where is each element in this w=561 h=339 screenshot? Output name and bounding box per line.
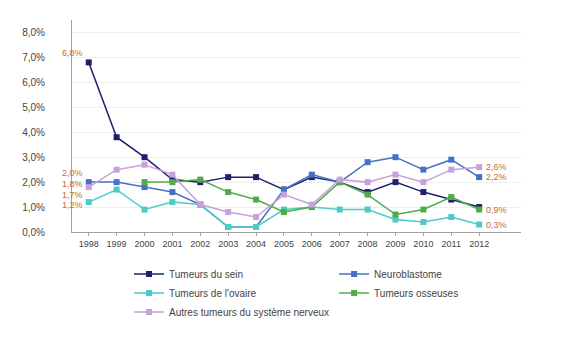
svg-text:2,6%: 2,6% xyxy=(486,162,507,172)
svg-text:2000: 2000 xyxy=(134,239,154,249)
svg-text:3,0%: 3,0% xyxy=(22,152,45,163)
svg-text:8,0%: 8,0% xyxy=(22,27,45,38)
svg-text:2010: 2010 xyxy=(413,239,433,249)
svg-text:2003: 2003 xyxy=(218,239,238,249)
svg-text:2011: 2011 xyxy=(442,239,461,249)
svg-text:2002: 2002 xyxy=(190,239,210,249)
svg-text:1999: 1999 xyxy=(107,239,127,249)
svg-text:2,0%: 2,0% xyxy=(62,168,83,178)
svg-text:0,3%: 0,3% xyxy=(486,220,507,230)
svg-text:6,0%: 6,0% xyxy=(22,77,45,88)
svg-text:0,0%: 0,0% xyxy=(22,227,45,238)
svg-text:1,0%: 1,0% xyxy=(22,202,45,213)
svg-text:2012: 2012 xyxy=(469,239,489,249)
svg-text:2006: 2006 xyxy=(302,239,322,249)
svg-text:2008: 2008 xyxy=(358,239,378,249)
svg-text:2001: 2001 xyxy=(162,239,182,249)
svg-text:Tumeurs du sein: Tumeurs du sein xyxy=(169,269,243,280)
svg-text:5,0%: 5,0% xyxy=(22,102,45,113)
svg-text:1,7%: 1,7% xyxy=(62,190,83,200)
svg-text:2007: 2007 xyxy=(330,239,350,249)
svg-text:1,8%: 1,8% xyxy=(62,179,83,189)
svg-text:Neuroblastome: Neuroblastome xyxy=(374,269,442,280)
svg-text:0,9%: 0,9% xyxy=(486,205,507,215)
svg-text:Tumeurs de l'ovaire: Tumeurs de l'ovaire xyxy=(169,288,257,299)
svg-text:1998: 1998 xyxy=(79,239,99,249)
svg-text:2009: 2009 xyxy=(385,239,405,249)
svg-text:4,0%: 4,0% xyxy=(22,127,45,138)
svg-text:2004: 2004 xyxy=(246,239,266,249)
svg-text:2,2%: 2,2% xyxy=(486,172,507,182)
svg-text:1,2%: 1,2% xyxy=(62,200,83,210)
svg-text:6,8%: 6,8% xyxy=(62,48,83,58)
svg-text:2005: 2005 xyxy=(274,239,294,249)
svg-text:Tumeurs osseuses: Tumeurs osseuses xyxy=(374,288,458,299)
svg-text:7,0%: 7,0% xyxy=(22,52,45,63)
svg-text:Autres tumeurs du système nerv: Autres tumeurs du système nerveux xyxy=(169,307,329,318)
svg-text:2,0%: 2,0% xyxy=(22,177,45,188)
